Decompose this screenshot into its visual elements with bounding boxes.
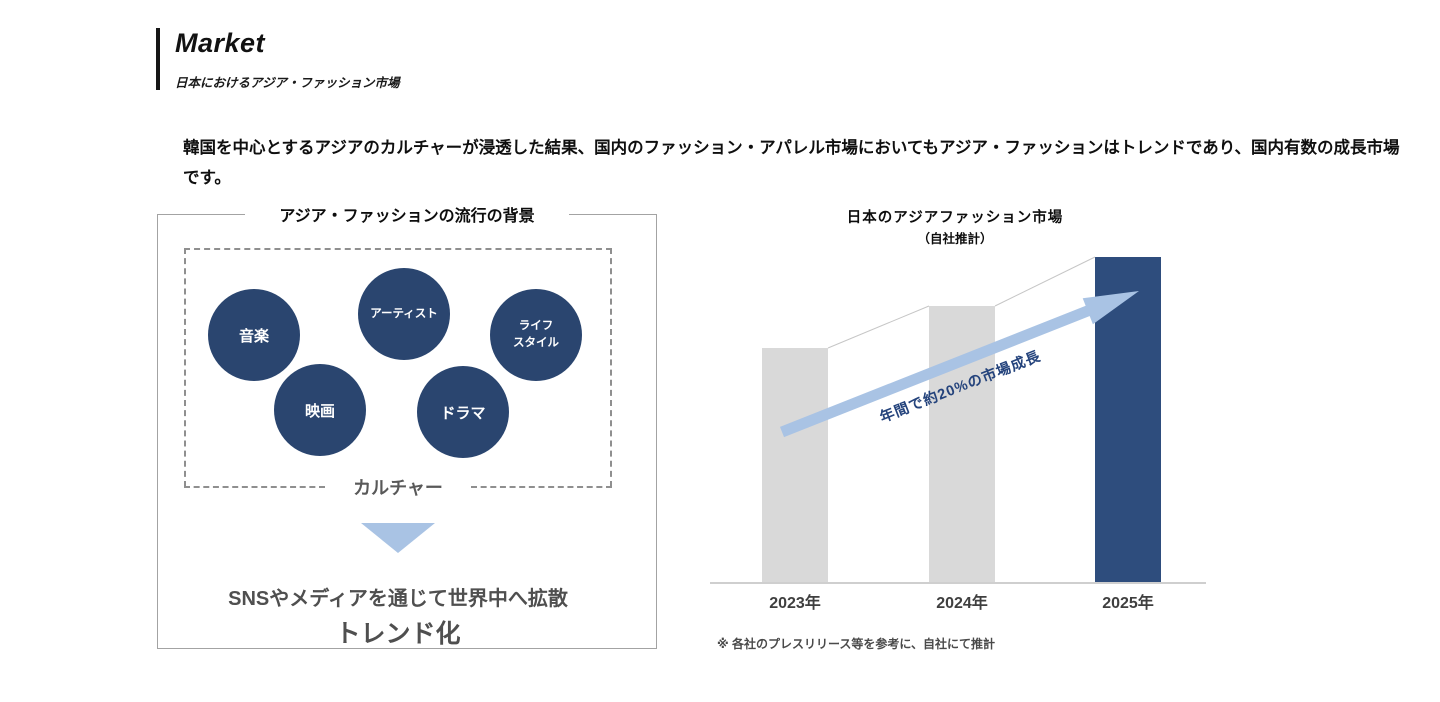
- factor-circle-artist: アーティスト: [358, 268, 450, 360]
- culture-dashed-footer: カルチャー: [184, 474, 613, 500]
- factor-label: 音楽: [238, 327, 269, 345]
- page-title: Market: [175, 28, 266, 58]
- chart-title: 日本のアジアファッション市場 （自社推計）: [700, 206, 1210, 247]
- header-line-right: [568, 213, 656, 215]
- dashed-line-right: [470, 486, 613, 488]
- factor-circle-music: 音楽: [208, 289, 300, 381]
- down-arrow-icon: [361, 523, 435, 553]
- factor-label: 映画: [304, 402, 335, 420]
- factor-circle-drama: ドラマ: [417, 366, 509, 458]
- result-line-2: トレンド化: [335, 620, 461, 648]
- chart-baseline: [710, 582, 1206, 584]
- background-panel-title: アジア・ファッションの流行の背景: [279, 208, 535, 225]
- result-line-1: SNSやメディアを通じて世界中へ拡散: [228, 588, 568, 610]
- bar-top-connector-line-2: [994, 256, 1096, 307]
- header-line-left: [158, 213, 246, 215]
- culture-dashed-box: カルチャー: [184, 248, 613, 498]
- chart-footnote: ※ 各社のプレスリリース等を参考に、自社にて推計: [717, 637, 996, 651]
- title-accent-bar: [156, 28, 160, 90]
- bar-2023: [762, 348, 828, 583]
- factor-label: アーティスト: [370, 307, 438, 320]
- page-subtitle: 日本におけるアジア・ファッション市場: [175, 76, 400, 90]
- background-panel: アジア・ファッションの流行の背景 カルチャー 音楽 アーティスト ライフ スタイ…: [157, 208, 657, 650]
- chart-title-main: 日本のアジアファッション市場: [846, 210, 1064, 226]
- market-chart: 日本のアジアファッション市場 （自社推計） 年間で約20%の市場成長 2023年…: [700, 200, 1224, 670]
- bar-2024: [929, 306, 995, 583]
- factor-circle-lifestyle: ライフ スタイル: [490, 289, 582, 381]
- x-axis-label-2025: 2025年: [1102, 595, 1154, 612]
- chart-title-sub: （自社推計）: [917, 232, 993, 246]
- dashed-line-left: [184, 486, 326, 488]
- panel-result: SNSやメディアを通じて世界中へ拡散 トレンド化: [158, 582, 638, 650]
- x-axis-label-2023: 2023年: [769, 595, 821, 612]
- bar-top-connector-line-1: [827, 305, 930, 349]
- factor-circle-movie: 映画: [274, 364, 366, 456]
- x-axis-label-2024: 2024年: [936, 595, 988, 612]
- factor-label: ドラマ: [440, 404, 486, 422]
- culture-label: カルチャー: [353, 478, 443, 498]
- bar-2025: [1095, 257, 1161, 583]
- lead-paragraph: 韓国を中心とするアジアのカルチャーが浸透した結果、国内のファッション・アパレル市…: [183, 139, 1400, 187]
- factor-label: ライフ スタイル: [513, 320, 559, 349]
- background-panel-header: アジア・ファッションの流行の背景: [158, 202, 656, 226]
